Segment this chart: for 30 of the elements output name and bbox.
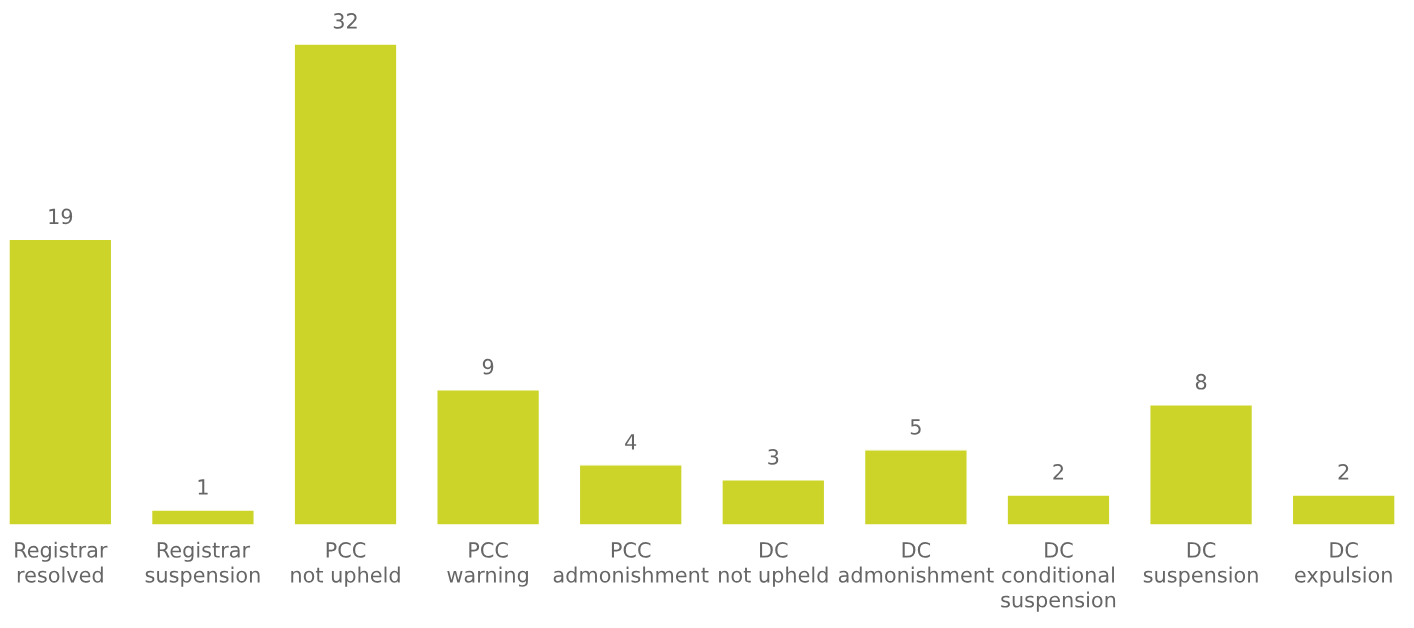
bar xyxy=(9,238,113,525)
data-label: 1 xyxy=(198,479,208,495)
bar xyxy=(863,449,968,525)
x-tick-label: Registrar resolved xyxy=(15,541,108,583)
data-label: 2 xyxy=(1053,464,1064,480)
x-tick-label: DC expulsion xyxy=(1295,542,1392,587)
bar xyxy=(578,464,683,525)
x-tick-label: Registrar suspension xyxy=(145,541,260,587)
x-tick-label: DC conditional suspension xyxy=(1001,542,1116,612)
x-tick-label: DC suspension xyxy=(1143,542,1258,587)
x-tick-label: PCC warning xyxy=(447,542,528,587)
x-tick-label: PCC not upheld xyxy=(291,542,400,587)
data-label: 5 xyxy=(910,419,921,435)
data-label: 8 xyxy=(1195,373,1207,390)
data-label: 19 xyxy=(49,208,73,225)
x-tick-label: DC not upheld xyxy=(719,542,828,587)
bar xyxy=(1006,494,1111,525)
data-label: 3 xyxy=(768,449,779,465)
x-tick-label: DC admonishment xyxy=(838,542,994,583)
data-label: 4 xyxy=(625,434,637,450)
bar xyxy=(293,44,398,525)
bar xyxy=(1149,404,1254,525)
bar xyxy=(1291,494,1395,525)
bar xyxy=(721,479,826,525)
data-label: 32 xyxy=(333,13,357,29)
data-label: 2 xyxy=(1338,464,1349,480)
bar xyxy=(436,389,541,525)
bar xyxy=(150,509,255,525)
x-tick-label: PCC admonishment xyxy=(553,542,709,583)
data-label: 9 xyxy=(482,358,494,375)
